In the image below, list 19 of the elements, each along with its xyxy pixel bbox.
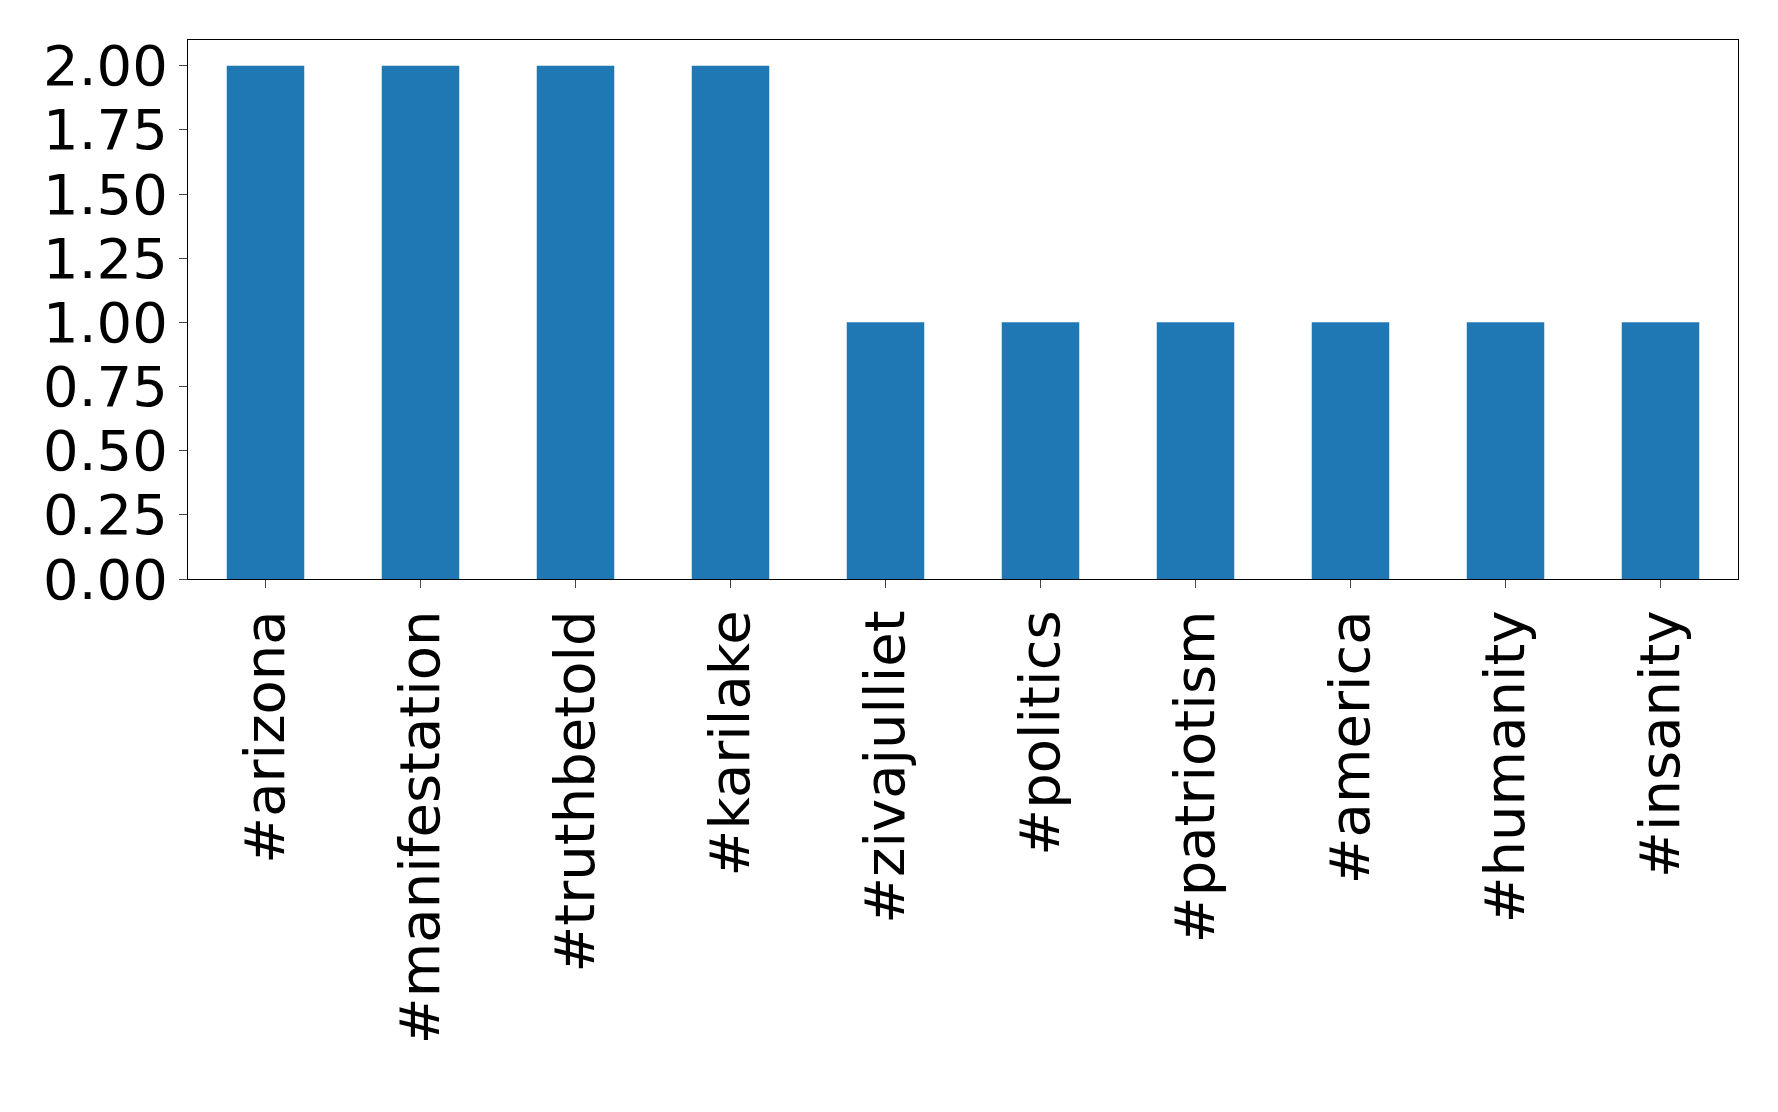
x-tick-label: #patriotism — [1161, 610, 1227, 944]
y-tick-label: 0.75 — [43, 354, 168, 420]
x-tick-label: #humanity — [1471, 610, 1537, 924]
x-tick-label: #politics — [1006, 610, 1072, 856]
x-tick-label: #truthbetold — [541, 610, 607, 973]
x-tick-label: #manifestation — [386, 610, 452, 1045]
x-tick-label: #arizona — [231, 610, 297, 864]
y-tick-label: 0.00 — [43, 546, 168, 612]
y-tick-label: 2.00 — [43, 33, 168, 99]
y-tick-label: 1.50 — [43, 161, 168, 227]
y-tick-label: 1.25 — [43, 225, 168, 291]
x-tick-label: #zivajulliet — [851, 610, 917, 924]
y-tick-label: 1.00 — [43, 289, 168, 355]
y-tick-label: 0.50 — [43, 418, 168, 484]
y-tick-label: 0.25 — [43, 482, 168, 548]
x-tick-label: #america — [1316, 610, 1382, 885]
x-tick-label: #karilake — [696, 610, 762, 877]
y-tick-label: 1.75 — [43, 97, 168, 163]
x-tick-label: #insanity — [1626, 610, 1692, 879]
